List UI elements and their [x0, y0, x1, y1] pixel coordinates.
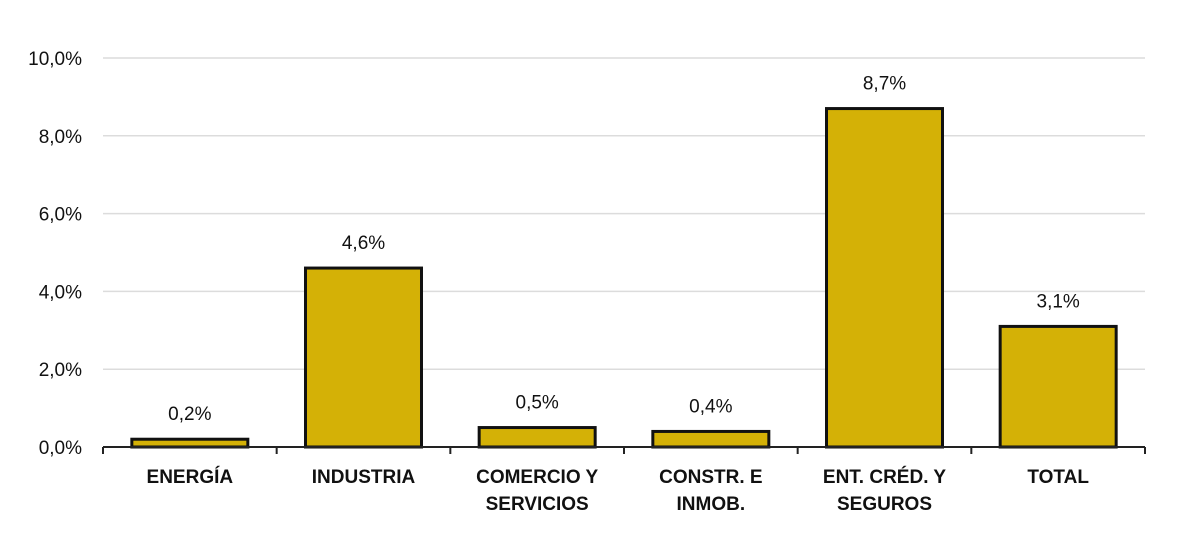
x-category-label: CONSTR. E: [659, 467, 762, 488]
x-category-label: ENERGÍA: [147, 466, 234, 488]
bar: [998, 324, 1118, 449]
x-category-label: SEGUROS: [837, 494, 932, 515]
y-tick-label: 0,0%: [39, 438, 82, 459]
y-tick-label: 10,0%: [28, 49, 82, 70]
bar: [130, 437, 250, 449]
y-tick-label: 6,0%: [39, 205, 82, 226]
data-label: 3,1%: [1037, 291, 1080, 312]
x-category-label: SERVICIOS: [486, 494, 589, 515]
data-label: 8,7%: [863, 74, 906, 95]
x-category-label: TOTAL: [1027, 467, 1089, 488]
data-label: 0,5%: [516, 393, 559, 414]
bar: [651, 429, 771, 449]
x-category-label: INDUSTRIA: [312, 467, 416, 488]
y-tick-label: 4,0%: [39, 282, 82, 303]
bar: [304, 266, 423, 449]
x-category-label: COMERCIO Y: [476, 467, 598, 488]
y-tick-label: 2,0%: [39, 360, 82, 381]
data-label: 0,2%: [168, 404, 211, 425]
bar: [825, 107, 944, 449]
x-category-label: INMOB.: [677, 494, 746, 515]
data-label: 0,4%: [689, 396, 732, 417]
data-label: 4,6%: [342, 233, 385, 254]
x-category-label: ENT. CRÉD. Y: [823, 466, 947, 488]
y-tick-label: 8,0%: [39, 127, 82, 148]
bar: [477, 426, 597, 449]
